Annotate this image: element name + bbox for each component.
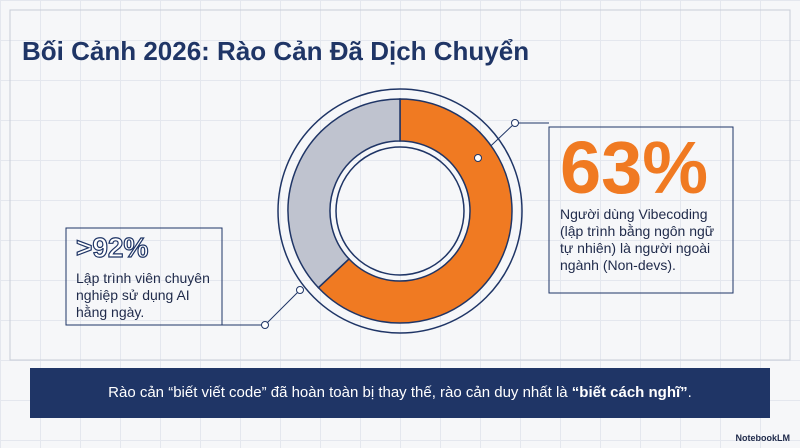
annotation-label: >92% bbox=[75, 231, 149, 263]
caption: Rào cản “biết viết code” đã hoàn toàn bị… bbox=[30, 370, 770, 416]
anchor-dot bbox=[511, 119, 519, 127]
anchor-dot bbox=[474, 154, 482, 162]
caption-text: . bbox=[687, 384, 692, 401]
value-label: 63% bbox=[560, 126, 709, 209]
donut-segment bbox=[287, 98, 401, 289]
anchor-dot bbox=[261, 321, 269, 329]
caption-text: Rào cản “biết viết code” đã hoàn toàn bị… bbox=[108, 384, 572, 401]
caption-banner bbox=[30, 368, 770, 418]
frame bbox=[9, 9, 791, 361]
leader-line bbox=[222, 289, 301, 326]
anchor-dot bbox=[296, 286, 304, 294]
inner-ring bbox=[335, 146, 465, 276]
donut-segment bbox=[317, 98, 513, 324]
caption-emphasis: “biết cách nghĩ” bbox=[571, 384, 688, 401]
annotation-text: Lập trình viên chuyên nghiệp sử dụng AI … bbox=[76, 270, 210, 320]
brand: NotebookLM bbox=[735, 433, 791, 443]
callout-box bbox=[548, 126, 734, 294]
callout-box bbox=[65, 227, 223, 326]
title: Bối Cảnh 2026: Rào Cản Đã Dịch Chuyển bbox=[22, 36, 530, 66]
annotation-text: Người dùng Vibecoding (lập trình bằng ng… bbox=[560, 206, 715, 273]
outer-ring bbox=[277, 88, 523, 334]
